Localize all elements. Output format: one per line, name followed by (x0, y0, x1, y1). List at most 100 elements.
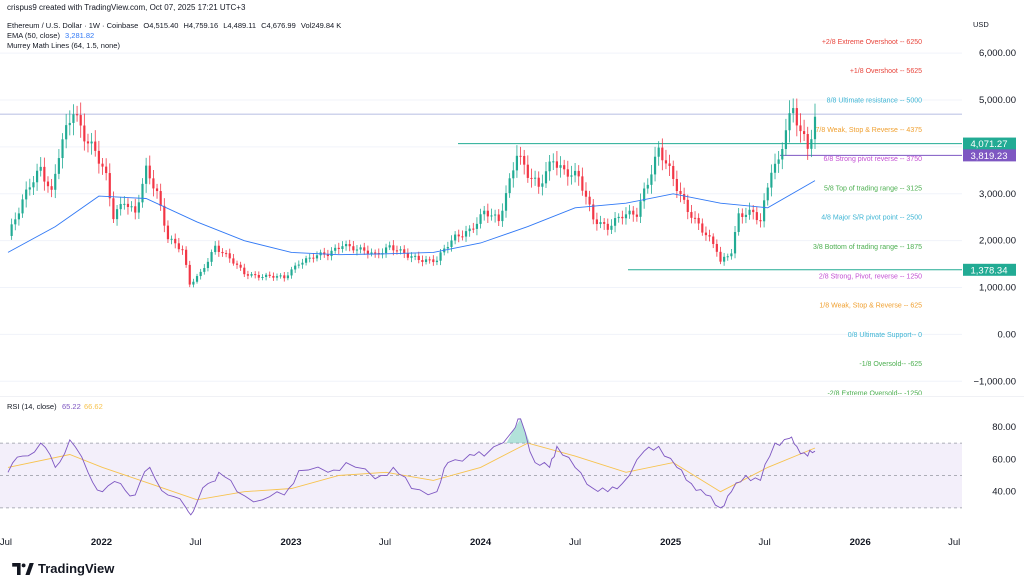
candle[interactable] (795, 98, 798, 137)
candle[interactable] (719, 246, 722, 265)
candle[interactable] (75, 105, 79, 122)
candle[interactable] (534, 170, 537, 186)
candle[interactable] (799, 113, 802, 143)
candle[interactable] (595, 212, 598, 231)
candle[interactable] (195, 273, 199, 284)
candle[interactable] (337, 242, 340, 255)
candle[interactable] (297, 260, 300, 269)
candle[interactable] (21, 194, 24, 218)
candle[interactable] (577, 165, 580, 186)
candle[interactable] (657, 141, 660, 166)
candle[interactable] (559, 156, 562, 178)
candle[interactable] (403, 245, 406, 259)
candle[interactable] (25, 181, 28, 208)
candle[interactable] (254, 271, 257, 279)
candle[interactable] (581, 167, 584, 196)
candle[interactable] (28, 178, 31, 196)
candle[interactable] (639, 193, 642, 223)
candle[interactable] (704, 226, 708, 241)
candle[interactable] (439, 248, 442, 266)
candle[interactable] (315, 251, 319, 262)
candle[interactable] (105, 158, 108, 181)
candle[interactable] (479, 208, 482, 229)
candle[interactable] (530, 168, 533, 188)
candle[interactable] (188, 260, 191, 288)
candle[interactable] (304, 255, 308, 266)
candle[interactable] (148, 155, 151, 185)
candle[interactable] (290, 266, 293, 279)
candle[interactable] (152, 170, 155, 197)
ema-legend-row[interactable]: EMA (50, close) 3,281.82 (7, 31, 97, 40)
candle[interactable] (243, 263, 246, 278)
candle[interactable] (181, 245, 184, 255)
candle[interactable] (715, 239, 718, 257)
candle[interactable] (406, 248, 409, 261)
candle[interactable] (177, 237, 180, 253)
candle[interactable] (610, 219, 613, 234)
candle[interactable] (781, 142, 784, 170)
candle[interactable] (137, 194, 140, 219)
candle[interactable] (806, 126, 809, 160)
candle[interactable] (755, 206, 758, 225)
candle[interactable] (72, 104, 75, 136)
candle[interactable] (246, 270, 250, 280)
time-axis[interactable]: Jul 2022 Jul 2023 Jul 2024 Jul 2025 Jul 2026 Jul (0, 530, 1024, 554)
candle[interactable] (686, 194, 689, 220)
candle[interactable] (468, 225, 471, 237)
candle[interactable] (515, 145, 519, 178)
candle[interactable] (483, 205, 486, 221)
candle[interactable] (94, 130, 97, 157)
candle[interactable] (185, 246, 188, 268)
candle[interactable] (319, 249, 322, 261)
candle[interactable] (265, 272, 268, 281)
candle[interactable] (741, 208, 744, 224)
candle[interactable] (123, 196, 126, 210)
candle[interactable] (548, 154, 551, 181)
candle[interactable] (388, 241, 391, 251)
tradingview-logo[interactable]: TradingView (12, 561, 114, 576)
candle[interactable] (352, 240, 355, 254)
candle[interactable] (733, 225, 737, 259)
candle[interactable] (199, 268, 202, 280)
candle[interactable] (286, 272, 289, 281)
candle[interactable] (777, 151, 780, 173)
candle[interactable] (494, 209, 497, 223)
candle[interactable] (155, 183, 159, 199)
candle[interactable] (225, 250, 228, 258)
candle[interactable] (239, 261, 242, 271)
candle[interactable] (355, 245, 359, 256)
candle[interactable] (203, 264, 206, 275)
candle[interactable] (792, 98, 795, 123)
candle[interactable] (643, 182, 646, 209)
candle[interactable] (119, 196, 122, 216)
rsi-pane[interactable]: RSI (14, close) 65.22 66.62 80.00 60.00 40… (0, 396, 1024, 524)
candle[interactable] (635, 207, 638, 222)
candle[interactable] (464, 225, 468, 242)
candle[interactable] (624, 207, 628, 225)
candle[interactable] (235, 260, 239, 269)
candle[interactable] (650, 164, 653, 194)
candle[interactable] (359, 244, 362, 254)
candle[interactable] (537, 171, 540, 194)
candle[interactable] (679, 182, 682, 203)
candle[interactable] (653, 146, 657, 182)
candle[interactable] (504, 185, 508, 218)
candle[interactable] (130, 201, 133, 212)
candle[interactable] (101, 157, 104, 175)
candle[interactable] (570, 165, 573, 185)
candle[interactable] (83, 113, 86, 151)
candle[interactable] (54, 164, 57, 199)
candle[interactable] (766, 183, 769, 206)
candle[interactable] (606, 218, 609, 236)
candle[interactable] (446, 241, 449, 254)
candle[interactable] (108, 163, 111, 207)
symbol-name[interactable]: Ethereum / U.S. Dollar · 1W · Coinbase (7, 21, 139, 30)
candle[interactable] (392, 240, 395, 256)
candle[interactable] (668, 154, 671, 176)
candle[interactable] (14, 212, 17, 231)
candle[interactable] (206, 258, 210, 272)
candle[interactable] (214, 241, 217, 255)
candle[interactable] (68, 110, 71, 136)
candle[interactable] (112, 191, 115, 224)
candle[interactable] (726, 253, 729, 261)
